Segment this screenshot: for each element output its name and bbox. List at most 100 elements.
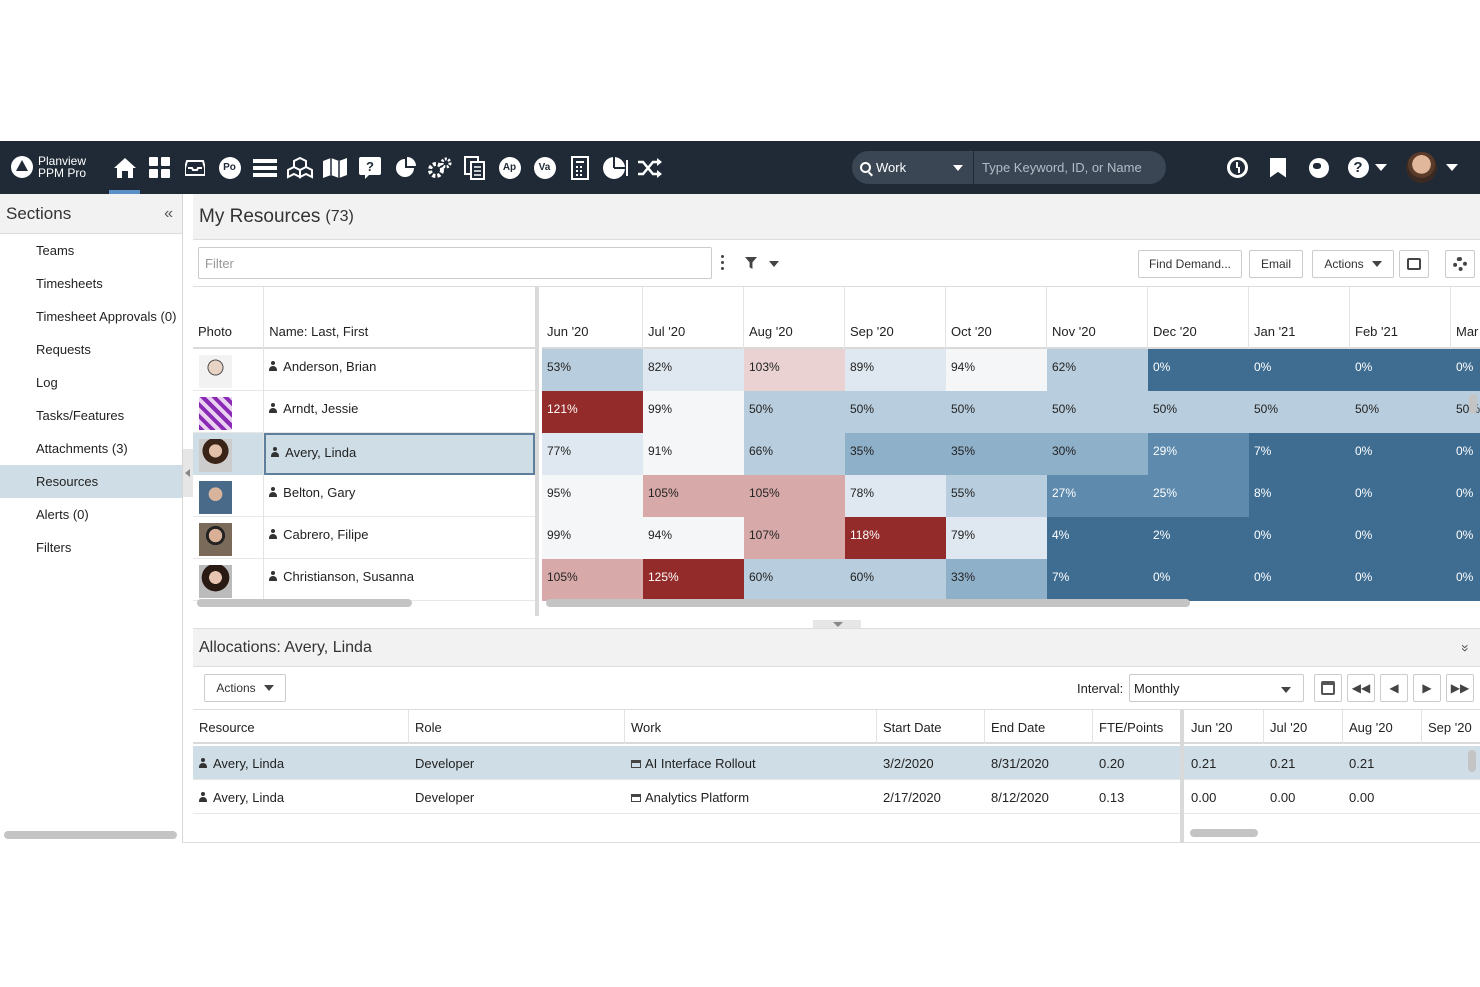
resource-name-cell[interactable]: Avery, Linda xyxy=(264,433,535,475)
sidebar-item-requests[interactable]: Requests xyxy=(36,342,91,357)
sidebar-item-resources[interactable]: Resources xyxy=(0,465,182,498)
resource-name-cell[interactable]: Christianson, Susanna xyxy=(264,559,535,601)
allocation-percent-cell[interactable]: 94% xyxy=(643,517,744,559)
allocation-percent-cell[interactable]: 50% xyxy=(1148,391,1249,433)
first-period-button[interactable]: ◀◀ xyxy=(1347,674,1375,702)
allocation-percent-cell[interactable]: 25% xyxy=(1148,475,1249,517)
print-button[interactable] xyxy=(1399,250,1429,278)
column-header-month[interactable]: Jul '20 xyxy=(1264,710,1343,744)
resource-name-cell[interactable]: Cabrero, Filipe xyxy=(264,517,535,559)
settings-button[interactable] xyxy=(1445,250,1475,278)
allocation-resource-cell[interactable]: Avery, Linda xyxy=(193,780,409,814)
sidebar-item-attachments-3[interactable]: Attachments (3) xyxy=(36,441,128,456)
column-header-month[interactable]: Jun '20 xyxy=(1185,710,1264,744)
allocation-percent-cell[interactable]: 105% xyxy=(542,559,643,601)
bookmark-icon[interactable] xyxy=(1263,153,1293,183)
allocation-month-value[interactable]: 0.21 xyxy=(1191,756,1217,771)
heatmap-row[interactable]: 77% 91% 66% 35% 35% 30% 29% 7% 0% 0% xyxy=(542,433,1480,475)
allocation-month-value[interactable]: 0.00 xyxy=(1349,790,1375,805)
column-header-name[interactable]: Name: Last, First xyxy=(269,324,369,339)
month-grid-vertical-scrollbar[interactable] xyxy=(1469,394,1477,414)
allocation-percent-cell[interactable]: 91% xyxy=(643,433,744,475)
allocation-percent-cell[interactable]: 27% xyxy=(1047,475,1148,517)
allocation-month-value[interactable]: 0.00 xyxy=(1191,790,1217,805)
map-icon[interactable] xyxy=(317,141,352,194)
allocation-percent-cell[interactable]: 79% xyxy=(946,517,1047,559)
allocation-percent-cell[interactable]: 0% xyxy=(1451,475,1480,517)
allocation-percent-cell[interactable]: 50% xyxy=(1249,391,1350,433)
allocation-percent-cell[interactable]: 66% xyxy=(744,433,845,475)
inbox-icon[interactable] xyxy=(177,141,212,194)
column-header-month[interactable]: Oct '20 xyxy=(946,287,1047,349)
allocation-month-value[interactable]: 0.21 xyxy=(1349,756,1375,771)
allocation-percent-cell[interactable]: 8% xyxy=(1249,475,1350,517)
column-header-month[interactable]: Sep '20 xyxy=(845,287,946,349)
column-header-month[interactable]: Sep '20 xyxy=(1422,710,1480,744)
allocation-percent-cell[interactable]: 0% xyxy=(1148,349,1249,391)
column-header-month[interactable]: Jun '20 xyxy=(542,287,643,349)
search-scope-dropdown[interactable]: Work xyxy=(852,151,974,184)
list-icon[interactable] xyxy=(247,141,282,194)
table-row[interactable]: Avery, Linda xyxy=(193,433,535,475)
sidebar-collapse-handle[interactable] xyxy=(183,449,193,497)
allocation-work-cell[interactable]: AI Interface Rollout xyxy=(625,746,877,780)
calendar-button[interactable] xyxy=(1314,674,1342,702)
allocation-percent-cell[interactable]: 95% xyxy=(542,475,643,517)
sidebar-item-log[interactable]: Log xyxy=(36,375,58,390)
allocations-horizontal-scrollbar[interactable] xyxy=(1190,829,1258,837)
allocation-percent-cell[interactable]: 99% xyxy=(643,391,744,433)
allocation-percent-cell[interactable]: 62% xyxy=(1047,349,1148,391)
va-icon[interactable]: Va xyxy=(527,141,562,194)
allocation-percent-cell[interactable]: 125% xyxy=(643,559,744,601)
table-row[interactable]: Cabrero, Filipe xyxy=(193,517,535,559)
left-grid-scrollbar[interactable] xyxy=(197,599,412,607)
allocation-percent-cell[interactable]: 0% xyxy=(1451,433,1480,475)
allocation-percent-cell[interactable]: 78% xyxy=(845,475,946,517)
allocation-percent-cell[interactable]: 0% xyxy=(1249,349,1350,391)
allocation-percent-cell[interactable]: 105% xyxy=(643,475,744,517)
allocation-percent-cell[interactable]: 99% xyxy=(542,517,643,559)
allocation-percent-cell[interactable]: 29% xyxy=(1148,433,1249,475)
table-row[interactable]: Belton, Gary xyxy=(193,475,535,517)
allocation-percent-cell[interactable]: 7% xyxy=(1249,433,1350,475)
column-header-fte-points[interactable]: FTE/Points xyxy=(1093,710,1181,744)
allocation-percent-cell[interactable]: 7% xyxy=(1047,559,1148,601)
last-period-button[interactable]: ▶▶ xyxy=(1446,674,1474,702)
sidebar-item-teams[interactable]: Teams xyxy=(36,243,75,258)
allocation-percent-cell[interactable]: 0% xyxy=(1249,517,1350,559)
shuffle-icon[interactable] xyxy=(632,141,667,194)
collapse-double-chevron-icon[interactable]: » xyxy=(1458,643,1475,652)
sidebar-scrollbar[interactable] xyxy=(4,831,177,839)
allocation-percent-cell[interactable]: 53% xyxy=(542,349,643,391)
allocation-percent-cell[interactable]: 0% xyxy=(1350,559,1451,601)
previous-period-button[interactable]: ◀ xyxy=(1380,674,1408,702)
planview-logo[interactable]: Planview PPM Pro xyxy=(11,155,86,179)
table-row[interactable]: Anderson, Brian xyxy=(193,349,535,391)
allocation-percent-cell[interactable]: 121% xyxy=(542,391,643,433)
filter-funnel-icon[interactable] xyxy=(745,257,757,269)
allocation-percent-cell[interactable]: 0% xyxy=(1451,559,1480,601)
column-header-month[interactable]: Jul '20 xyxy=(643,287,744,349)
allocation-percent-cell[interactable]: 60% xyxy=(744,559,845,601)
help-menu[interactable]: ? xyxy=(1345,153,1389,183)
pie-chart-icon[interactable] xyxy=(387,141,422,194)
allocation-percent-cell[interactable]: 4% xyxy=(1047,517,1148,559)
column-header-month[interactable]: Aug '20 xyxy=(744,287,845,349)
table-row[interactable]: Christianson, Susanna xyxy=(193,559,535,601)
column-header-month[interactable]: Dec '20 xyxy=(1148,287,1249,349)
allocation-percent-cell[interactable]: 50% xyxy=(744,391,845,433)
search-input[interactable] xyxy=(974,160,1166,175)
allocation-percent-cell[interactable]: 2% xyxy=(1148,517,1249,559)
allocation-percent-cell[interactable]: 0% xyxy=(1249,559,1350,601)
more-options-icon[interactable] xyxy=(721,255,725,273)
allocation-percent-cell[interactable]: 0% xyxy=(1451,349,1480,391)
column-header-month[interactable]: Nov '20 xyxy=(1047,287,1148,349)
allocation-percent-cell[interactable]: 0% xyxy=(1350,475,1451,517)
filter-input[interactable] xyxy=(198,247,712,279)
allocation-resource-cell[interactable]: Avery, Linda xyxy=(193,746,409,780)
allocation-percent-cell[interactable]: 50% xyxy=(946,391,1047,433)
allocation-percent-cell[interactable]: 0% xyxy=(1451,517,1480,559)
panel-splitter-handle[interactable] xyxy=(813,620,861,628)
find-demand-button[interactable]: Find Demand... xyxy=(1138,250,1242,278)
calculator-icon[interactable] xyxy=(562,141,597,194)
